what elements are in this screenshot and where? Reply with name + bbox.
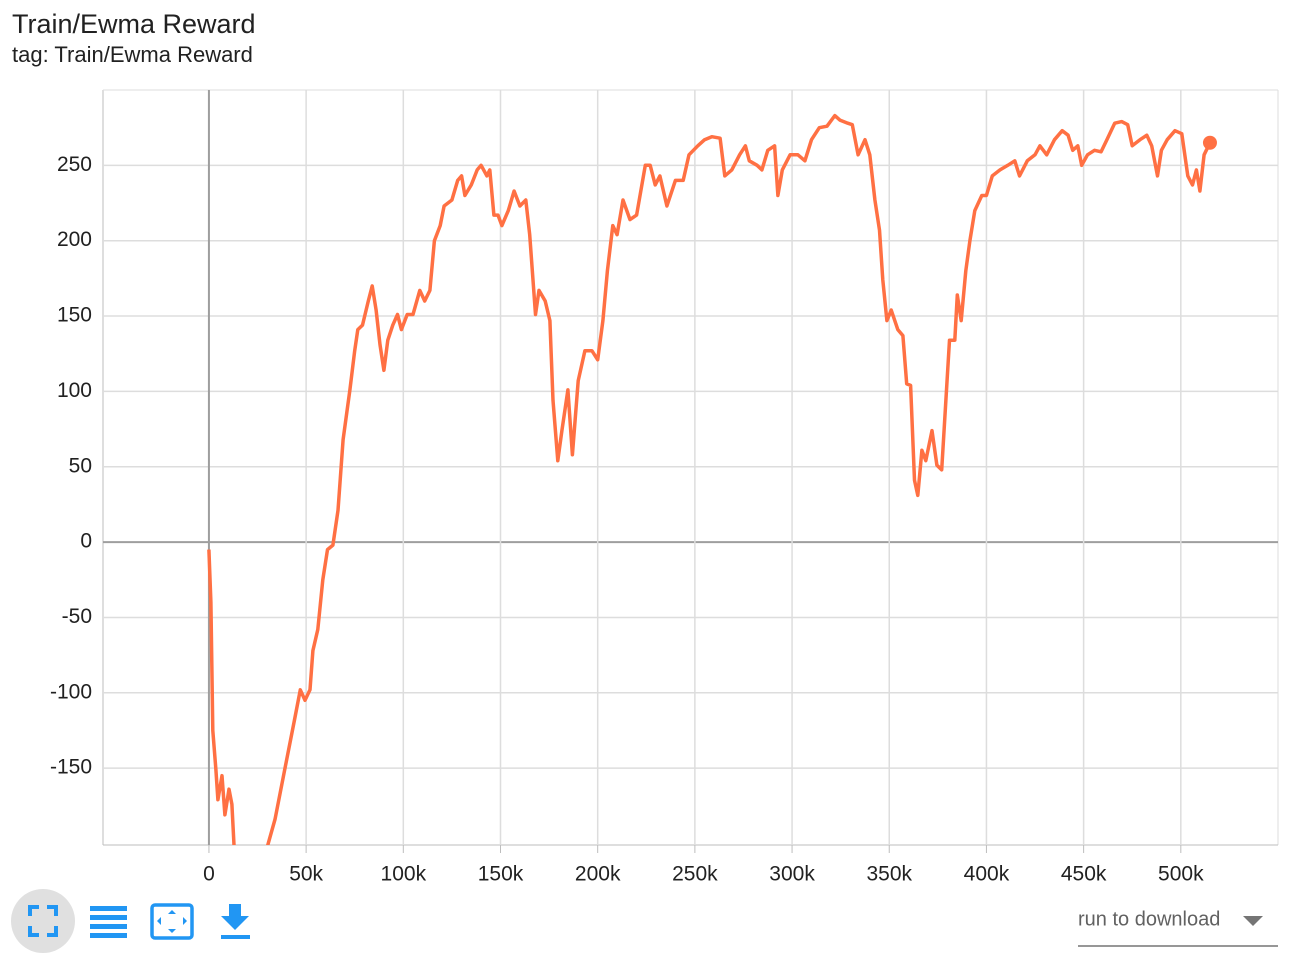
- chart-title: Train/Ewma Reward: [12, 9, 256, 39]
- y-tick-label: 250: [57, 153, 92, 176]
- x-tick-label: 200k: [575, 863, 621, 886]
- y-tick-label: -150: [50, 756, 92, 779]
- select-label: run to download: [1078, 908, 1220, 930]
- x-tick-label: 400k: [964, 863, 1010, 886]
- x-tick-label: 50k: [289, 863, 323, 886]
- x-tick-label: 350k: [866, 863, 912, 886]
- x-tick-label: 250k: [672, 863, 718, 886]
- last-point: [1202, 135, 1217, 150]
- plot-area: -150 -100 -50 0 50 100 150 200 250 0 50k 100k 150k 20…: [50, 89, 1279, 886]
- run-select[interactable]: run to download: [1078, 908, 1278, 947]
- y-tick-label: 50: [69, 454, 92, 477]
- y-tick-label: 150: [57, 304, 92, 327]
- y-tick-label: 200: [57, 228, 92, 251]
- data-line: [207, 113, 1212, 845]
- fullscreen-button[interactable]: [11, 889, 75, 953]
- x-tick-label: 0: [203, 863, 215, 886]
- download-button[interactable]: [221, 904, 250, 939]
- x-tick-label: 100k: [381, 863, 427, 886]
- y-tick-label: -50: [62, 605, 92, 628]
- log-scale-button[interactable]: [90, 906, 127, 938]
- y-tick-label: -100: [50, 680, 92, 703]
- x-tick-label: 150k: [478, 863, 524, 886]
- x-tick-label: 500k: [1158, 863, 1204, 886]
- chart-subtitle: tag: Train/Ewma Reward: [12, 42, 253, 67]
- x-tick-label: 450k: [1061, 863, 1107, 886]
- y-tick-label: 0: [80, 530, 92, 553]
- y-tick-label: 100: [57, 379, 92, 402]
- x-tick-label: 300k: [769, 863, 815, 886]
- fit-domain-button[interactable]: [150, 903, 194, 940]
